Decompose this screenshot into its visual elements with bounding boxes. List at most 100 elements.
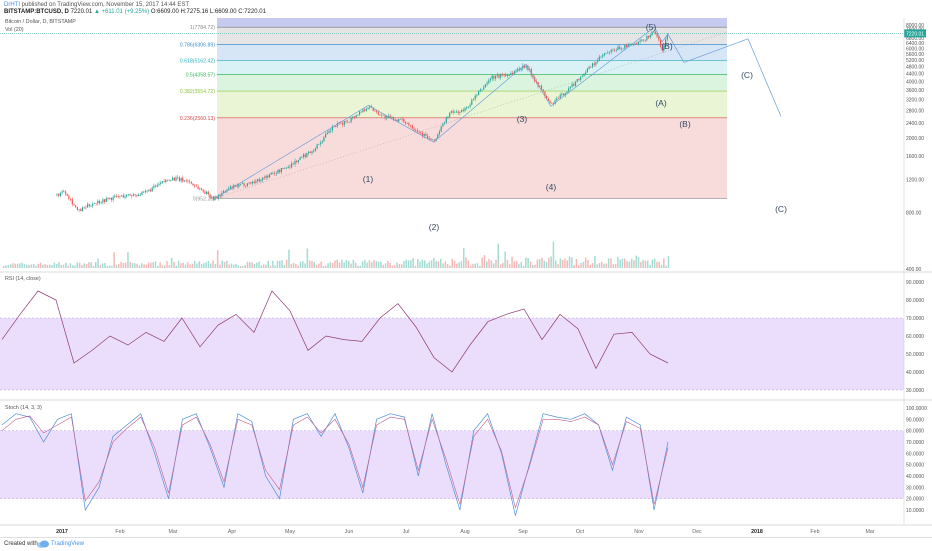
fib-level-label: 0.382(3554.72) xyxy=(180,89,215,95)
candle-body xyxy=(399,118,401,120)
time-axis-label: Dec xyxy=(692,529,702,535)
price-axis-label: 6800.00 xyxy=(906,36,924,42)
volume-bar xyxy=(251,262,253,268)
volume-bar xyxy=(543,260,545,268)
candle-body xyxy=(661,46,663,51)
candle-body xyxy=(503,75,505,76)
candle-body xyxy=(336,123,339,127)
volume-bar xyxy=(191,263,194,268)
candle-body xyxy=(294,160,296,165)
candle-body xyxy=(199,188,201,190)
candle-body xyxy=(192,183,194,186)
fib-level-label: 0.618(5162.42) xyxy=(180,59,215,65)
wave-label: (C) xyxy=(741,70,753,80)
candle-body xyxy=(440,126,442,132)
candle-body xyxy=(411,125,413,129)
candle-body xyxy=(624,45,626,49)
candle-body xyxy=(513,71,515,75)
price-axis-label: 5600.00 xyxy=(906,52,924,58)
candle-body xyxy=(525,65,527,68)
candle-body xyxy=(454,112,456,113)
candle-body xyxy=(449,112,451,117)
candle-body xyxy=(95,203,97,204)
volume-bar xyxy=(226,260,228,268)
volume-bar xyxy=(170,257,173,268)
fib-zone xyxy=(217,44,727,61)
volume-bar xyxy=(584,257,587,268)
author-link[interactable]: DrHTI xyxy=(4,2,20,8)
candle-body xyxy=(529,69,531,70)
candle-body xyxy=(73,204,75,206)
candle-body xyxy=(556,98,558,101)
time-axis-label: Aug xyxy=(460,529,469,535)
candle-body xyxy=(80,209,82,212)
candle-body xyxy=(415,130,417,131)
rsi-axis-label: 30.0000 xyxy=(906,388,924,394)
time-axis-label: Jun xyxy=(345,529,354,535)
stoch-axis-label: 80.0000 xyxy=(906,429,924,435)
candle-body xyxy=(649,35,651,38)
tradingview-link[interactable]: TradingView xyxy=(51,541,85,547)
volume-bar xyxy=(377,261,380,268)
wave-label: (4) xyxy=(546,182,557,192)
volume-label: Vol (20) xyxy=(5,27,24,33)
candle-body xyxy=(517,68,519,71)
symbol-header: BITSTAMP:BTCUSD, D 7220.01 ▲ +611.01 (+9… xyxy=(4,9,266,15)
volume-bar xyxy=(39,262,42,268)
volume-bar xyxy=(488,258,490,268)
price-axis-label: 2000.00 xyxy=(906,136,924,142)
candle-body xyxy=(597,60,599,63)
volume-bar xyxy=(212,260,214,268)
price-pane: 1(7784.72) 0.786(6306.89) 0.618(5162.42) 0.… xyxy=(0,18,926,273)
candle-body xyxy=(161,181,163,183)
candle-body xyxy=(160,182,162,184)
candle-body xyxy=(121,195,123,197)
candle-body xyxy=(195,186,197,187)
candle-body xyxy=(92,203,94,206)
rsi-axis-label: 60.0000 xyxy=(906,334,924,340)
volume-bar xyxy=(336,259,338,268)
candle-body xyxy=(488,80,490,83)
time-axis-label: 2018 xyxy=(751,529,763,535)
rsi-pane: 90.0000 80.0000 70.0000 60.0000 50.0000 40.00… xyxy=(0,276,924,394)
candle-body xyxy=(180,177,182,181)
footer: Created with TradingView xyxy=(0,537,932,551)
candle-body xyxy=(542,89,544,92)
volume-bar xyxy=(417,258,419,268)
fib-level-label: 0.236(2560.13) xyxy=(180,116,215,122)
volume-bar xyxy=(389,262,391,268)
candle-body xyxy=(557,98,560,99)
candle-body xyxy=(600,56,602,58)
candle-body xyxy=(335,126,337,128)
candle-body xyxy=(586,68,588,73)
volume-bar xyxy=(456,263,458,268)
wave-label: (1) xyxy=(363,174,374,184)
candle-body xyxy=(197,186,199,189)
candle-body xyxy=(85,207,87,209)
candle-body xyxy=(311,151,313,154)
volume-bar xyxy=(607,258,610,268)
candle-body xyxy=(641,39,643,41)
price-axis-label: 6000.00 xyxy=(906,46,924,52)
candle-body xyxy=(393,117,395,121)
candle-body xyxy=(158,183,160,185)
volume-bar xyxy=(414,265,417,268)
volume-bar xyxy=(617,256,619,268)
candle-body xyxy=(546,95,548,99)
volume-bar xyxy=(384,263,387,268)
candle-body xyxy=(156,184,158,187)
candle-body xyxy=(170,180,172,181)
candle-body xyxy=(471,100,473,105)
candle-body xyxy=(435,138,437,141)
fib-level-label: 0(952.25) xyxy=(193,196,215,202)
rsi-band xyxy=(0,318,904,390)
candle-body xyxy=(595,62,597,65)
fib-zone xyxy=(217,18,727,28)
rsi-axis-label: 50.0000 xyxy=(906,352,924,358)
volume-bar xyxy=(327,263,329,268)
candle-body xyxy=(450,111,452,113)
candle-body xyxy=(523,65,526,68)
candle-body xyxy=(306,152,308,157)
candle-body xyxy=(287,166,289,168)
volume-bar xyxy=(154,261,157,268)
